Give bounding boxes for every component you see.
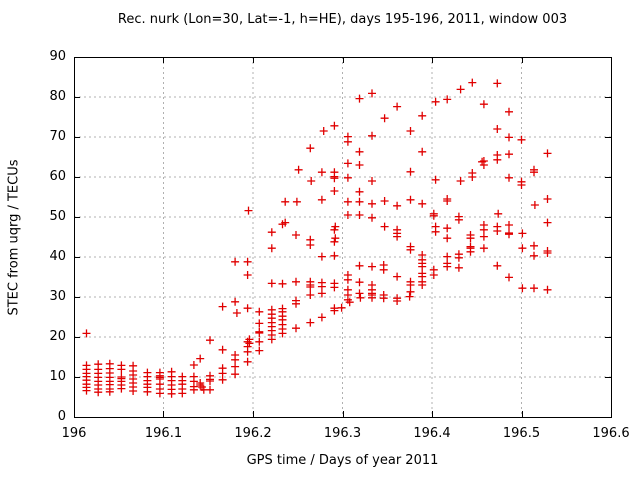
x-tick-label: 196.4 (413, 426, 451, 441)
y-tick-label: 40 (49, 249, 66, 264)
y-tick-label: 60 (49, 169, 66, 184)
y-tick-label: 30 (49, 289, 66, 304)
data-points (82, 78, 552, 398)
axis-ticks (74, 57, 612, 418)
y-tick-label: 0 (57, 409, 66, 424)
y-tick-label: 90 (49, 49, 66, 64)
y-tick-label: 20 (49, 329, 66, 344)
x-tick-label: 196.2 (234, 426, 272, 441)
chart-title: Rec. nurk (Lon=30, Lat=-1, h=HE), days 1… (117, 12, 568, 27)
y-tick-label: 10 (49, 369, 66, 384)
y-tick-label: 80 (49, 89, 66, 104)
x-tick-label: 196 (61, 426, 87, 441)
y-axis-label: STEC from uqrg / TECUs (6, 159, 22, 316)
x-tick-label: 196.5 (502, 426, 541, 441)
x-tick-label: 196.3 (323, 426, 362, 441)
x-tick-label: 196.1 (144, 426, 183, 441)
x-tick-label: 196.6 (592, 426, 630, 441)
y-tick-label: 50 (49, 209, 66, 224)
y-tick-label: 70 (49, 129, 66, 144)
x-axis-label: GPS time / Days of year 2011 (246, 453, 439, 468)
